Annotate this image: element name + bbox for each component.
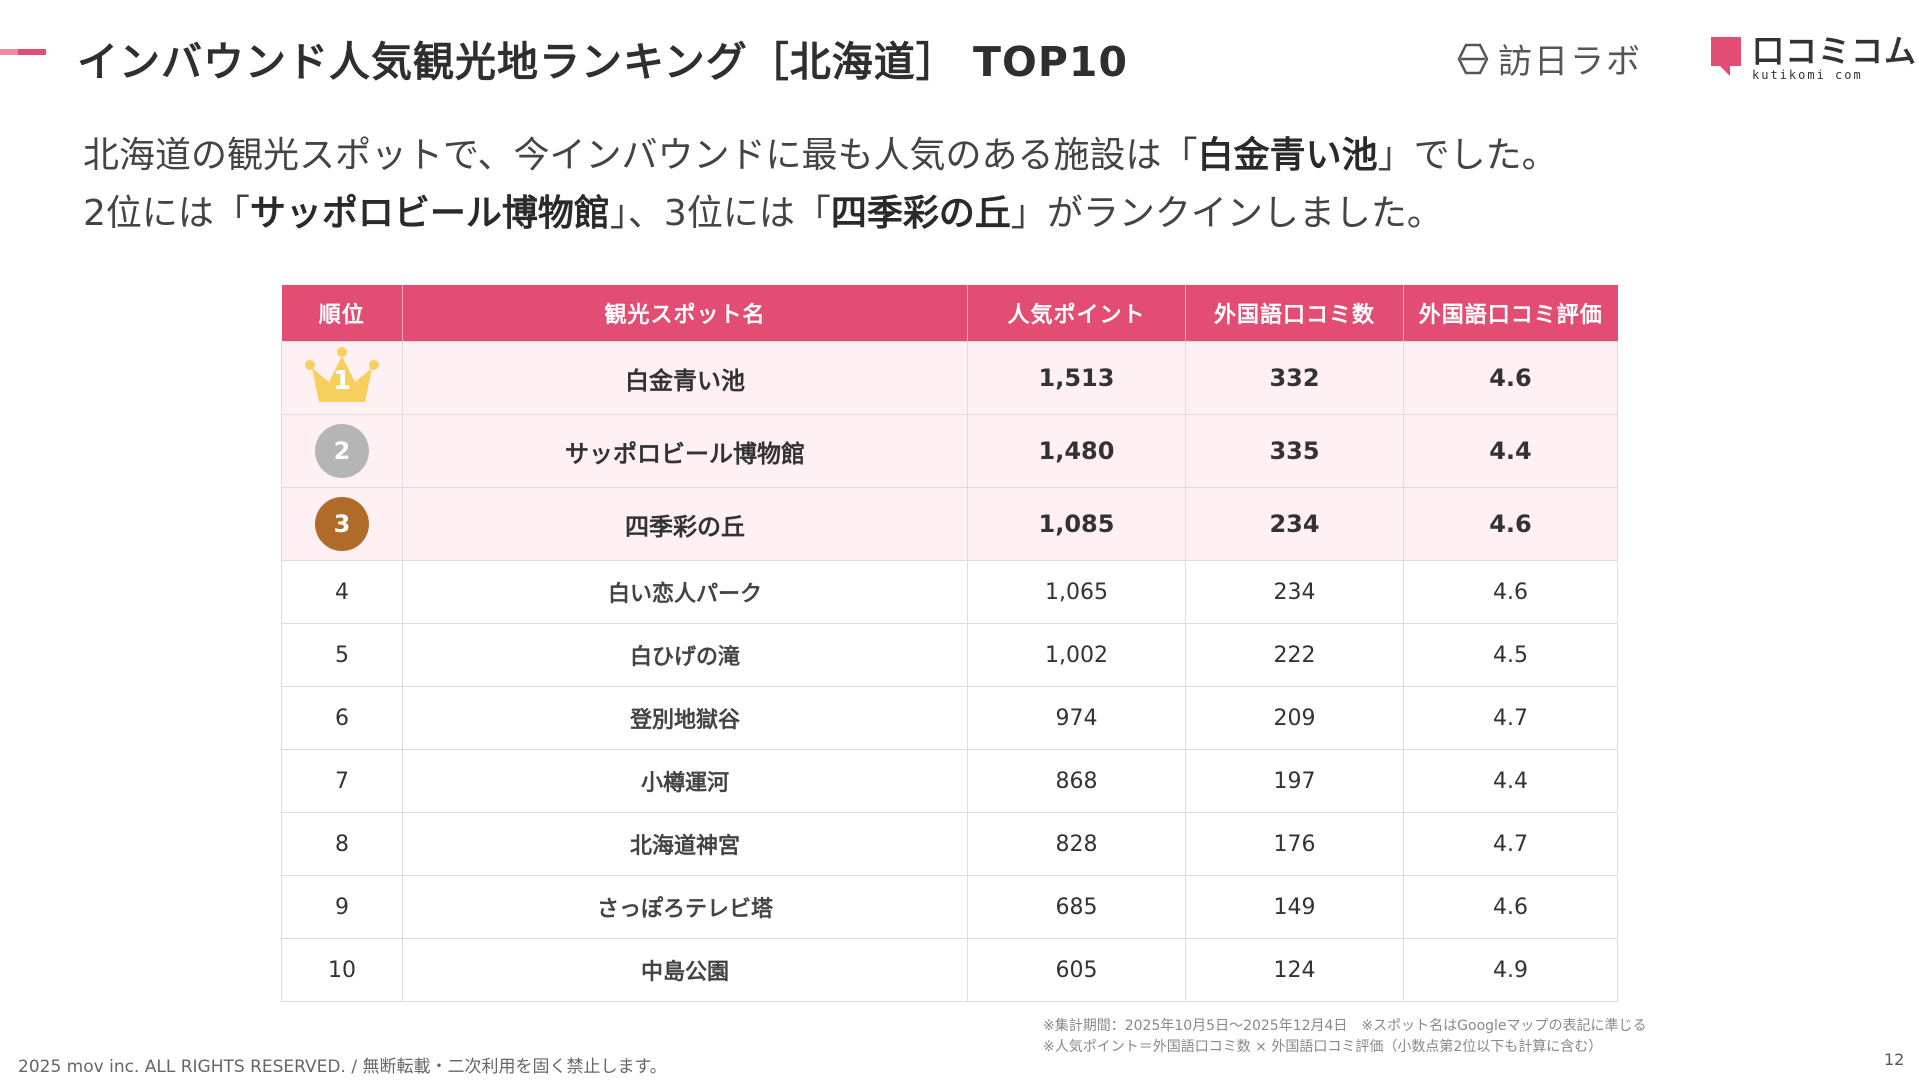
rating-cell: 4.6 xyxy=(1403,560,1618,624)
column-header-popularity-points: 人気ポイント xyxy=(967,285,1186,342)
houjin-labo-icon xyxy=(1457,43,1489,74)
review-count-cell: 209 xyxy=(1185,686,1404,750)
points-cell: 868 xyxy=(967,749,1186,813)
review-count-cell: 332 xyxy=(1185,341,1404,415)
rating-cell: 4.4 xyxy=(1403,414,1618,488)
rating-cell: 4.7 xyxy=(1403,812,1618,876)
spot-name-cell: さっぽろテレビ塔 xyxy=(402,875,968,939)
table-row: 4 白い恋人パーク 1,065 234 4.6 xyxy=(281,560,1618,624)
kuchikomi-com-logo-subtext: kutikomi com xyxy=(1752,68,1863,82)
rank-number: 1 xyxy=(332,366,352,396)
table-row: 2 サッポロビール博物館 1,480 335 4.4 xyxy=(281,414,1618,488)
column-header-rank: 順位 xyxy=(281,285,403,342)
accent-bar xyxy=(0,49,46,55)
review-count-cell: 149 xyxy=(1185,875,1404,939)
table-row: 10 中島公園 605 124 4.9 xyxy=(281,938,1618,1002)
rating-cell: 4.4 xyxy=(1403,749,1618,813)
table-row: 5 白ひげの滝 1,002 222 4.5 xyxy=(281,623,1618,687)
column-header-foreign-review-rating: 外国語口コミ評価 xyxy=(1403,285,1618,342)
ranking-table: 順位 観光スポット名 人気ポイント 外国語口コミ数 外国語口コミ評価 1 白 xyxy=(281,285,1618,1002)
spot-name-cell: 白金青い池 xyxy=(402,341,968,415)
rating-cell: 4.6 xyxy=(1403,487,1618,561)
table-row: 9 さっぽろテレビ塔 685 149 4.6 xyxy=(281,875,1618,939)
spot-name-cell: 白ひげの滝 xyxy=(402,623,968,687)
table-row: 1 白金青い池 1,513 332 4.6 xyxy=(281,341,1618,415)
rank-cell: 3 xyxy=(281,487,403,561)
table-header-row: 順位 観光スポット名 人気ポイント 外国語口コミ数 外国語口コミ評価 xyxy=(281,285,1618,342)
column-header-foreign-review-count: 外国語口コミ数 xyxy=(1185,285,1404,342)
rank-cell: 2 xyxy=(281,414,403,488)
footnote-line-1: ※集計期間：2025年10月5日～2025年12月4日 ※スポット名はGoogl… xyxy=(1043,1018,1647,1034)
rating-cell: 4.6 xyxy=(1403,341,1618,415)
points-cell: 1,480 xyxy=(967,414,1186,488)
points-cell: 1,065 xyxy=(967,560,1186,624)
review-count-cell: 222 xyxy=(1185,623,1404,687)
houjin-labo-logo: 訪日ラボ xyxy=(1456,34,1642,83)
speech-bubble-icon xyxy=(1711,37,1741,76)
spot-name-cell: 北海道神宮 xyxy=(402,812,968,876)
lead-line-2: 2位には「サッポロビール博物館」、3位には「四季彩の丘」がランクインしました。 xyxy=(83,193,1443,234)
review-count-cell: 234 xyxy=(1185,487,1404,561)
rank-cell: 6 xyxy=(281,686,403,750)
table-row: 3 四季彩の丘 1,085 234 4.6 xyxy=(281,487,1618,561)
review-count-cell: 176 xyxy=(1185,812,1404,876)
table-row: 8 北海道神宮 828 176 4.7 xyxy=(281,812,1618,876)
bronze-medal-icon: 3 xyxy=(315,497,369,551)
column-header-spot-name: 観光スポット名 xyxy=(402,285,968,342)
rank-cell: 7 xyxy=(281,749,403,813)
points-cell: 605 xyxy=(967,938,1186,1002)
spot-name-cell: サッポロビール博物館 xyxy=(402,414,968,488)
spot-name-cell: 登別地獄谷 xyxy=(402,686,968,750)
rating-cell: 4.7 xyxy=(1403,686,1618,750)
rank-cell: 1 xyxy=(281,341,403,415)
lead-line-1: 北海道の観光スポットで、今インバウンドに最も人気のある施設は「白金青い池」でした… xyxy=(83,135,1558,176)
points-cell: 685 xyxy=(967,875,1186,939)
review-count-cell: 197 xyxy=(1185,749,1404,813)
footnote-line-2: ※人気ポイント＝外国語口コミ数 × 外国語口コミ評価（小数点第2位以下も計算に含… xyxy=(1043,1039,1603,1055)
rank-cell: 8 xyxy=(281,812,403,876)
rank-cell: 9 xyxy=(281,875,403,939)
rating-cell: 4.9 xyxy=(1403,938,1618,1002)
spot-name-cell: 中島公園 xyxy=(402,938,968,1002)
review-count-cell: 234 xyxy=(1185,560,1404,624)
rank-cell: 5 xyxy=(281,623,403,687)
copyright-text: 2025 mov inc. ALL RIGHTS RESERVED. / 無断転… xyxy=(18,1057,667,1077)
page-title: インバウンド人気観光地ランキング［北海道］ TOP10 xyxy=(77,38,1128,86)
kuchikomi-com-logo-text: 口コミコム xyxy=(1752,32,1918,70)
kuchikomi-com-logo: 口コミコム kutikomi com xyxy=(1708,34,1917,82)
review-count-cell: 124 xyxy=(1185,938,1404,1002)
silver-medal-icon: 2 xyxy=(315,424,369,478)
points-cell: 1,085 xyxy=(967,487,1186,561)
houjin-labo-logo-text: 訪日ラボ xyxy=(1498,42,1642,82)
points-cell: 1,002 xyxy=(967,623,1186,687)
gold-crown-icon: 1 xyxy=(302,344,382,406)
lead-text: 北海道の観光スポットで、今インバウンドに最も人気のある施設は「白金青い池」でした… xyxy=(83,127,1558,243)
points-cell: 1,513 xyxy=(967,341,1186,415)
review-count-cell: 335 xyxy=(1185,414,1404,488)
footnotes: ※集計期間：2025年10月5日～2025年12月4日 ※スポット名はGoogl… xyxy=(1043,1016,1647,1058)
points-cell: 974 xyxy=(967,686,1186,750)
rank-cell: 10 xyxy=(281,938,403,1002)
spot-name-cell: 小樽運河 xyxy=(402,749,968,813)
spot-name-cell: 白い恋人パーク xyxy=(402,560,968,624)
rank-cell: 4 xyxy=(281,560,403,624)
table-row: 7 小樽運河 868 197 4.4 xyxy=(281,749,1618,813)
spot-name-cell: 四季彩の丘 xyxy=(402,487,968,561)
page-number: 12 xyxy=(1884,1050,1905,1069)
rating-cell: 4.5 xyxy=(1403,623,1618,687)
table-row: 6 登別地獄谷 974 209 4.7 xyxy=(281,686,1618,750)
points-cell: 828 xyxy=(967,812,1186,876)
rating-cell: 4.6 xyxy=(1403,875,1618,939)
